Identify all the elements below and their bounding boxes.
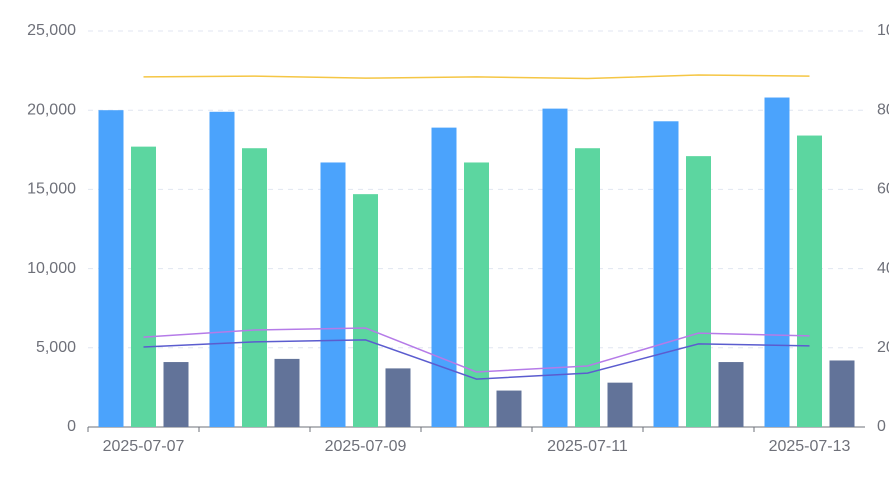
y2-tick-label: 20 [877,339,889,356]
y2-tick-label: 80 [877,101,889,118]
x-tick-label: 2025-07-09 [325,438,407,455]
bar [431,127,457,428]
bar [385,368,411,427]
line [143,327,810,373]
bar [209,111,235,427]
y2-tick-label: 60 [877,181,889,198]
line [143,339,810,380]
x-tick-label: 2025-07-11 [547,438,628,455]
y-tick-label: 15,000 [27,181,76,198]
bar [686,156,711,428]
bar [607,382,633,427]
bar [242,148,267,427]
line [143,74,810,80]
bar [464,162,489,428]
bar [98,110,124,427]
y-tick-label: 20,000 [27,101,76,118]
bar [163,362,189,427]
bar [764,97,790,427]
bar [653,121,679,428]
bar [542,108,568,427]
x-tick-label: 2025-07-07 [103,438,185,455]
bar [353,194,378,427]
y-tick-label: 25,000 [27,22,76,39]
bar [829,360,855,427]
y2-tick-label: 40 [877,260,889,277]
bar [320,162,346,428]
bar [496,390,522,427]
y2-tick-label: 100 [877,22,889,39]
y2-tick-label: 0 [877,418,886,435]
bar [274,358,300,427]
y-tick-label: 10,000 [27,260,76,277]
bar [575,148,600,427]
bar [797,135,822,427]
x-tick-label: 2025-07-13 [769,438,851,455]
bar [131,146,156,427]
bar [718,362,744,427]
y-tick-label: 5,000 [36,339,76,356]
y-tick-label: 0 [67,418,76,435]
